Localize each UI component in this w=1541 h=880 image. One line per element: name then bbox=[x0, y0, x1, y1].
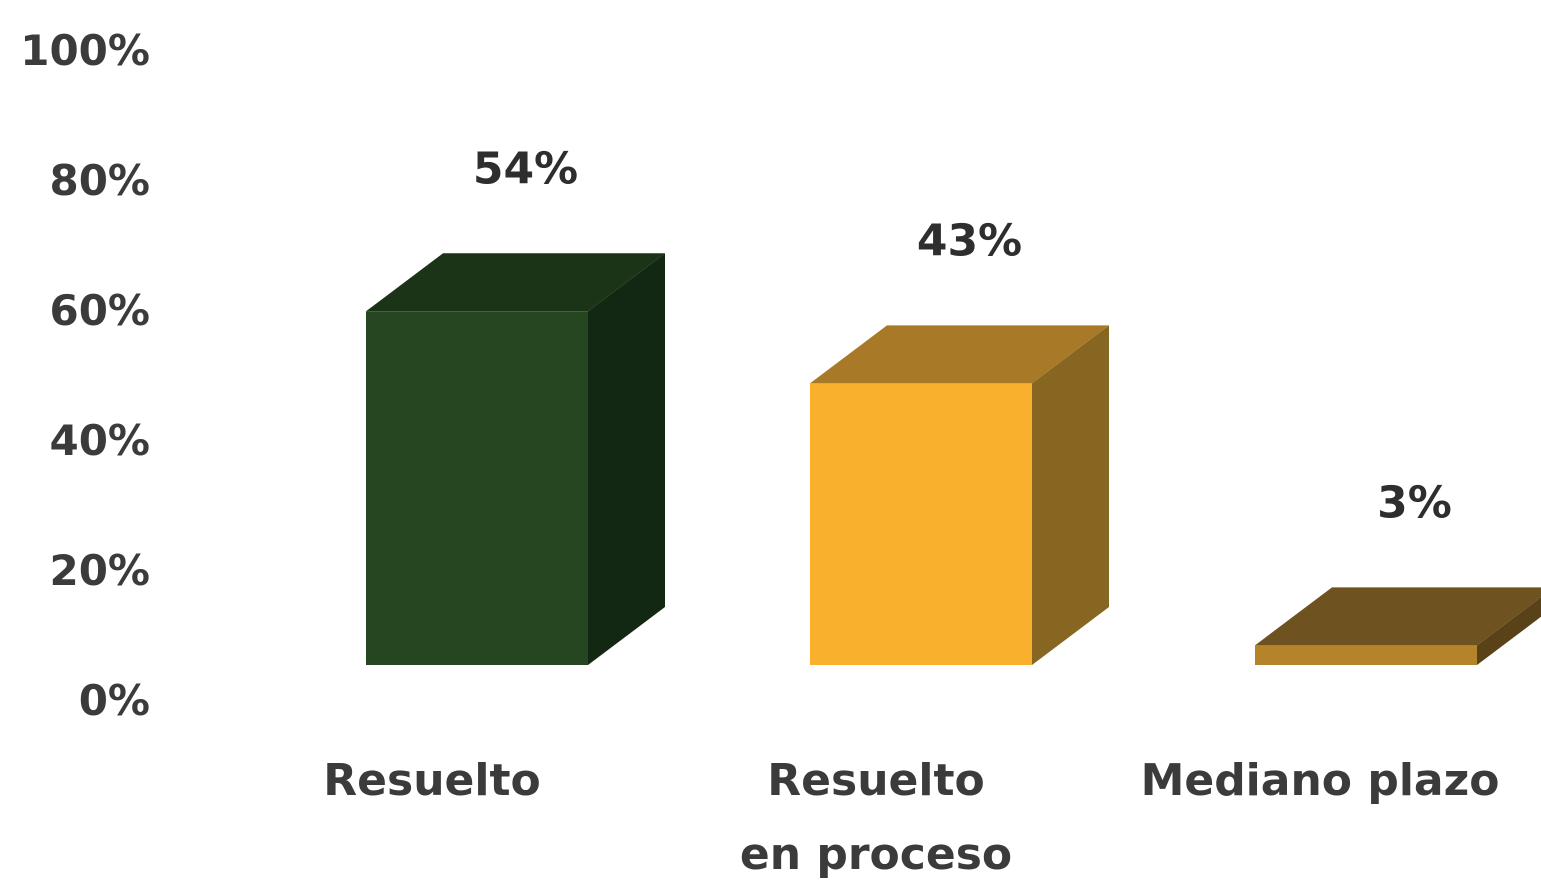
x-category-label: en proceso bbox=[740, 829, 1012, 880]
bar bbox=[1255, 587, 1541, 665]
data-label: 54% bbox=[473, 143, 578, 194]
bar-side-face bbox=[1477, 597, 1541, 665]
data-label: 43% bbox=[917, 215, 1022, 266]
data-labels: 54% 43% 3% bbox=[473, 143, 1452, 528]
bar-front-face bbox=[1255, 645, 1477, 665]
y-tick-label: 0% bbox=[79, 676, 150, 725]
y-tick-label: 100% bbox=[20, 26, 150, 75]
bar-side-face bbox=[1032, 325, 1109, 665]
y-tick-label: 60% bbox=[49, 286, 150, 335]
bar bbox=[366, 253, 665, 666]
bars bbox=[366, 253, 1541, 666]
x-category-label: Resuelto bbox=[767, 755, 984, 806]
y-tick-label: 20% bbox=[49, 546, 150, 595]
y-tick-label: 40% bbox=[49, 416, 150, 465]
x-axis-category-labels: Resuelto Resuelto en proceso Mediano plazo bbox=[323, 755, 1499, 880]
y-axis-ticks: 0% 20% 40% 60% 80% 100% bbox=[20, 26, 150, 725]
bar-front-face bbox=[810, 383, 1032, 665]
bar-top-face bbox=[366, 253, 665, 312]
x-category-label: Mediano plazo bbox=[1141, 755, 1500, 806]
x-category-label: Resuelto bbox=[323, 755, 540, 806]
bar-front-face bbox=[366, 311, 588, 665]
bar bbox=[810, 325, 1109, 665]
bar-top-face bbox=[1255, 587, 1541, 646]
bar-top-face bbox=[810, 325, 1109, 384]
bar-side-face bbox=[588, 253, 665, 666]
y-tick-label: 80% bbox=[49, 156, 150, 205]
data-label: 3% bbox=[1377, 477, 1452, 528]
